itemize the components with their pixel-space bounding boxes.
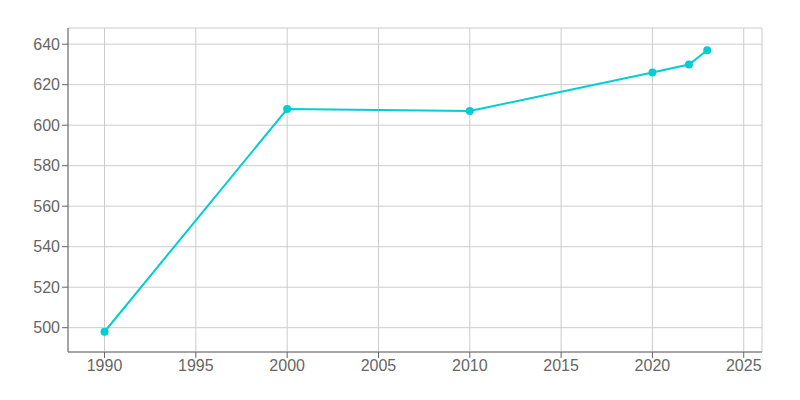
svg-text:2005: 2005 bbox=[361, 357, 397, 374]
svg-text:2015: 2015 bbox=[543, 357, 579, 374]
svg-text:2025: 2025 bbox=[726, 357, 762, 374]
svg-text:520: 520 bbox=[33, 279, 60, 296]
svg-text:580: 580 bbox=[33, 157, 60, 174]
svg-text:540: 540 bbox=[33, 238, 60, 255]
svg-text:620: 620 bbox=[33, 76, 60, 93]
svg-text:2020: 2020 bbox=[635, 357, 671, 374]
svg-text:2010: 2010 bbox=[452, 357, 488, 374]
svg-text:640: 640 bbox=[33, 36, 60, 53]
svg-text:500: 500 bbox=[33, 319, 60, 336]
svg-text:2000: 2000 bbox=[269, 357, 305, 374]
svg-text:600: 600 bbox=[33, 117, 60, 134]
svg-text:1995: 1995 bbox=[178, 357, 214, 374]
svg-text:1990: 1990 bbox=[87, 357, 123, 374]
svg-text:560: 560 bbox=[33, 198, 60, 215]
